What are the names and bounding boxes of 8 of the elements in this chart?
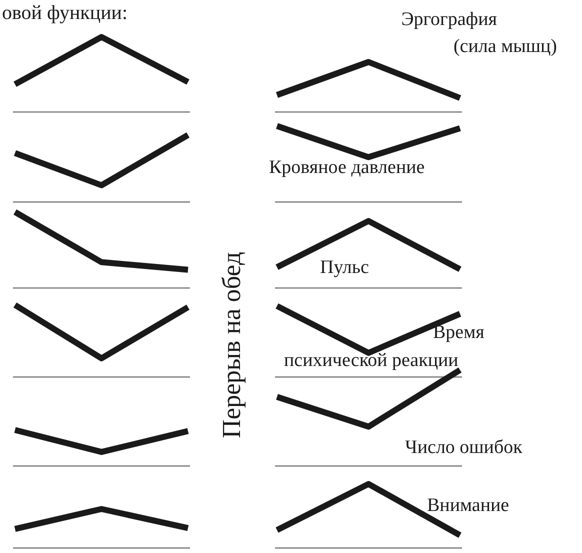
text: Внимание xyxy=(427,495,510,516)
text: Время психической реакции xyxy=(284,322,485,371)
chart-title: Эргография (сила мышц) xyxy=(401,9,557,57)
text: Кровяное давление xyxy=(269,157,425,178)
text: Перерыв на обед xyxy=(217,252,246,438)
text: Пульс xyxy=(320,257,369,278)
text: Число ошибок xyxy=(405,437,524,458)
text: овой функции: xyxy=(2,2,128,24)
